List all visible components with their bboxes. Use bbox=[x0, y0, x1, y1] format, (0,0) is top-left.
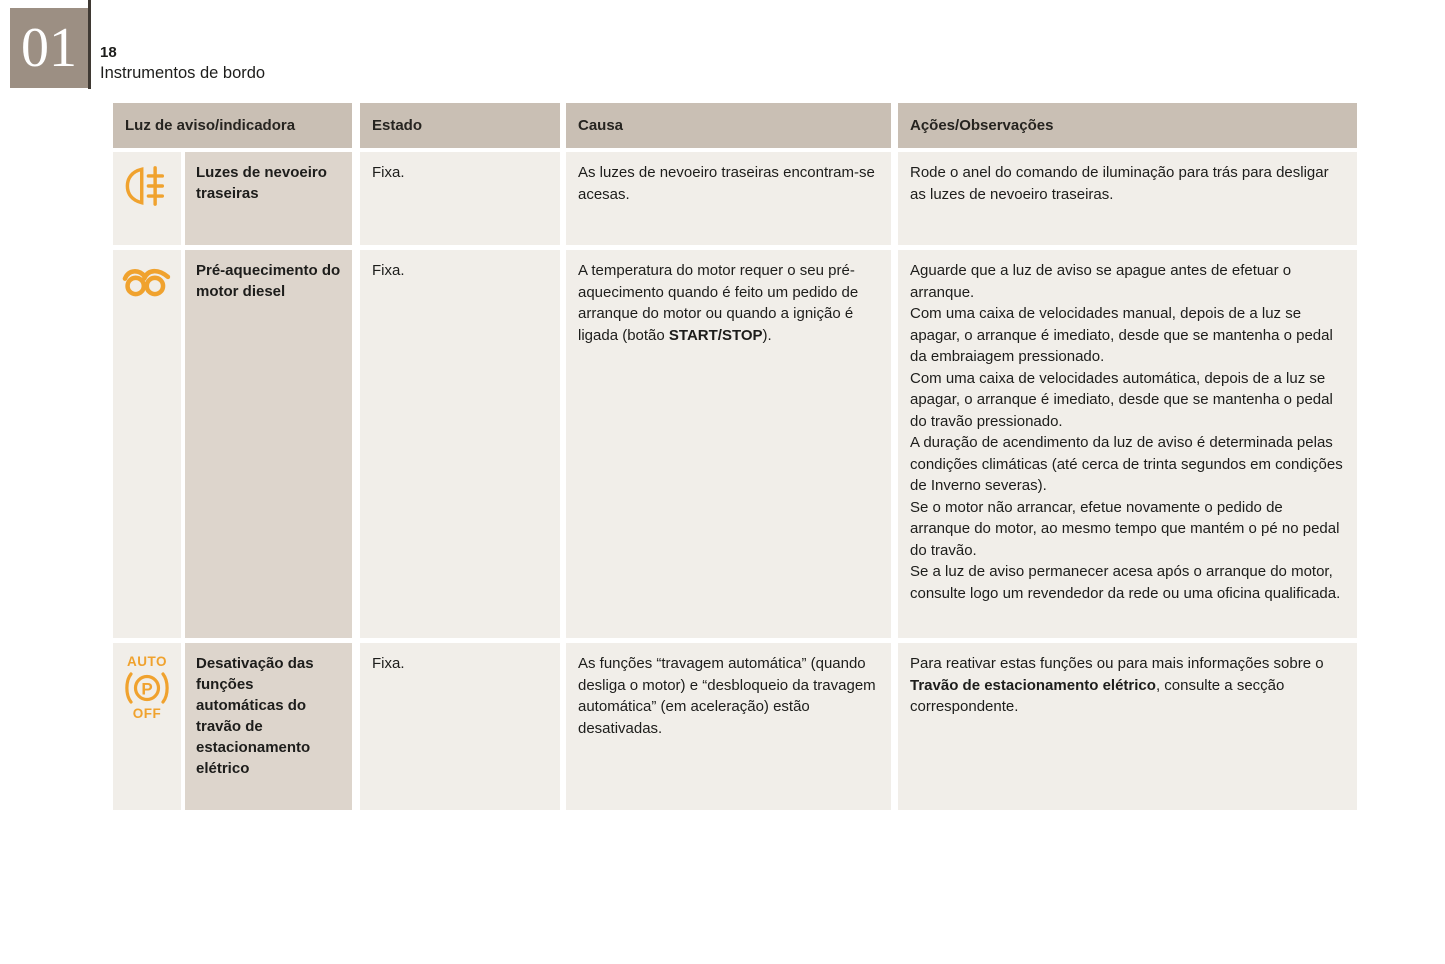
rear-fog-lights-icon bbox=[125, 166, 165, 206]
warning-light-label: Desativação das funções automáticas do t… bbox=[185, 643, 352, 810]
column-header-cause: Causa bbox=[566, 103, 891, 148]
chapter-number: 01 bbox=[21, 17, 77, 79]
off-label: OFF bbox=[132, 705, 162, 721]
column-header-actions: Ações/Observações bbox=[898, 103, 1357, 148]
state-cell: Fixa. bbox=[360, 152, 560, 245]
state-cell: Fixa. bbox=[360, 643, 560, 810]
table-row-cell-icon bbox=[113, 152, 181, 245]
table-row-cell-icon: AUTO P OFF bbox=[113, 643, 181, 810]
state-cell: Fixa. bbox=[360, 250, 560, 638]
table-row-cell-icon bbox=[113, 250, 181, 638]
cause-cell: As funções “travagem automática” (quando… bbox=[566, 643, 891, 810]
column-header-light: Luz de aviso/indicadora bbox=[113, 103, 352, 148]
warning-lights-table: Luz de aviso/indicadora Estado Causa Açõ… bbox=[113, 103, 1357, 810]
chapter-number-box: 01 bbox=[10, 8, 88, 88]
warning-light-label: Luzes de nevoeiro traseiras bbox=[185, 152, 352, 245]
section-title: Instrumentos de bordo bbox=[100, 64, 266, 82]
diesel-preheating-glow-plug-icon bbox=[122, 268, 171, 297]
parking-brake-circle-icon: P bbox=[125, 671, 169, 704]
auto-label: AUTO bbox=[126, 654, 167, 669]
actions-cell: Aguarde que a luz de aviso se apague ant… bbox=[898, 250, 1357, 638]
actions-cell: Rode o anel do comando de iluminação par… bbox=[898, 152, 1357, 245]
cause-cell: A temperatura do motor requer o seu pré-… bbox=[566, 250, 891, 638]
svg-text:P: P bbox=[141, 679, 152, 698]
auto-parking-brake-off-icon: AUTO P OFF bbox=[119, 655, 175, 810]
actions-cell: Para reativar estas funções ou para mais… bbox=[898, 643, 1357, 810]
page-number: 18 bbox=[100, 44, 117, 61]
warning-light-label: Pré-aquecimento do motor diesel bbox=[185, 250, 352, 638]
column-header-state: Estado bbox=[360, 103, 560, 148]
cause-cell: As luzes de nevoeiro traseiras encontram… bbox=[566, 152, 891, 245]
chapter-divider-rule bbox=[88, 0, 91, 89]
page-header: 18 Instrumentos de bordo bbox=[100, 44, 265, 84]
